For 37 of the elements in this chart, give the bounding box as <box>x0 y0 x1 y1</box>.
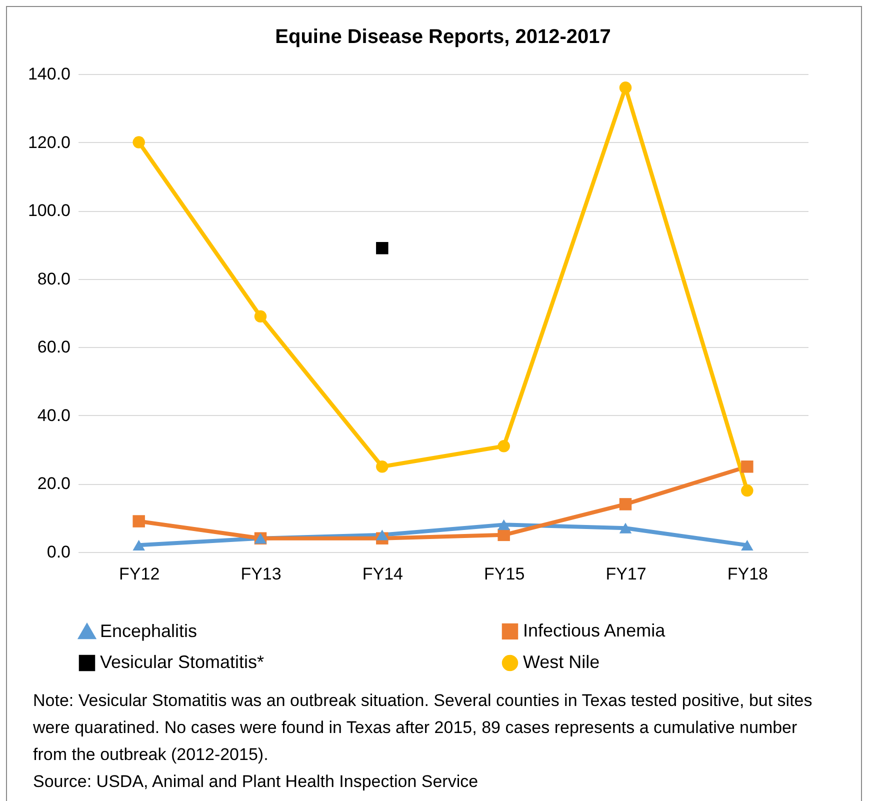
chart-title: Equine Disease Reports, 2012-2017 <box>275 26 611 48</box>
point <box>376 242 388 254</box>
point <box>741 460 754 473</box>
point <box>498 528 510 542</box>
legend-label: Encephalitis <box>100 620 198 641</box>
point <box>498 519 510 530</box>
point <box>741 540 754 550</box>
point <box>741 484 754 497</box>
point <box>132 540 145 550</box>
y-tick-label: 60.0 <box>37 338 70 357</box>
x-tick-label: FY15 <box>484 564 525 584</box>
source-note: Source: USDA, Animal and Plant Health Inspection Service <box>33 771 480 793</box>
y-tick-label: 140.0 <box>28 64 70 84</box>
legend-label: West Nile <box>523 652 600 672</box>
legend-label: Vesicular Stomatitis* <box>100 652 264 672</box>
point <box>619 82 632 94</box>
x-tick-label: FY18 <box>727 564 768 584</box>
point <box>132 136 145 148</box>
point <box>376 460 388 473</box>
text: Note: Vesicular Stomatitis was an outbreak situation. Several counties in Texas tested positive, but sites were quaratined. No cases were found in Texas after 2015, 89 cases represents a cumulative number from the outbreak (2012-2015). <box>33 690 814 766</box>
y-tick-label: 80.0 <box>37 269 70 288</box>
x-tick-label: FY12 <box>119 564 160 584</box>
y-tick-label: 40.0 <box>37 406 70 425</box>
point <box>619 498 632 510</box>
x-tick-label: FY13 <box>240 564 282 584</box>
point <box>132 515 145 528</box>
y-tick-label: 120.0 <box>28 132 70 152</box>
point <box>498 440 510 452</box>
y-tick-label: 20.0 <box>37 474 70 494</box>
point <box>619 522 632 534</box>
point <box>376 530 388 540</box>
y-tick-label: 100.0 <box>28 201 70 220</box>
x-tick-label: FY17 <box>606 564 646 584</box>
legend-label: Infectious Anemia <box>523 620 666 640</box>
y-tick-label: 0.0 <box>46 542 70 562</box>
x-tick-label: FY14 <box>362 564 403 584</box>
point <box>254 310 267 323</box>
